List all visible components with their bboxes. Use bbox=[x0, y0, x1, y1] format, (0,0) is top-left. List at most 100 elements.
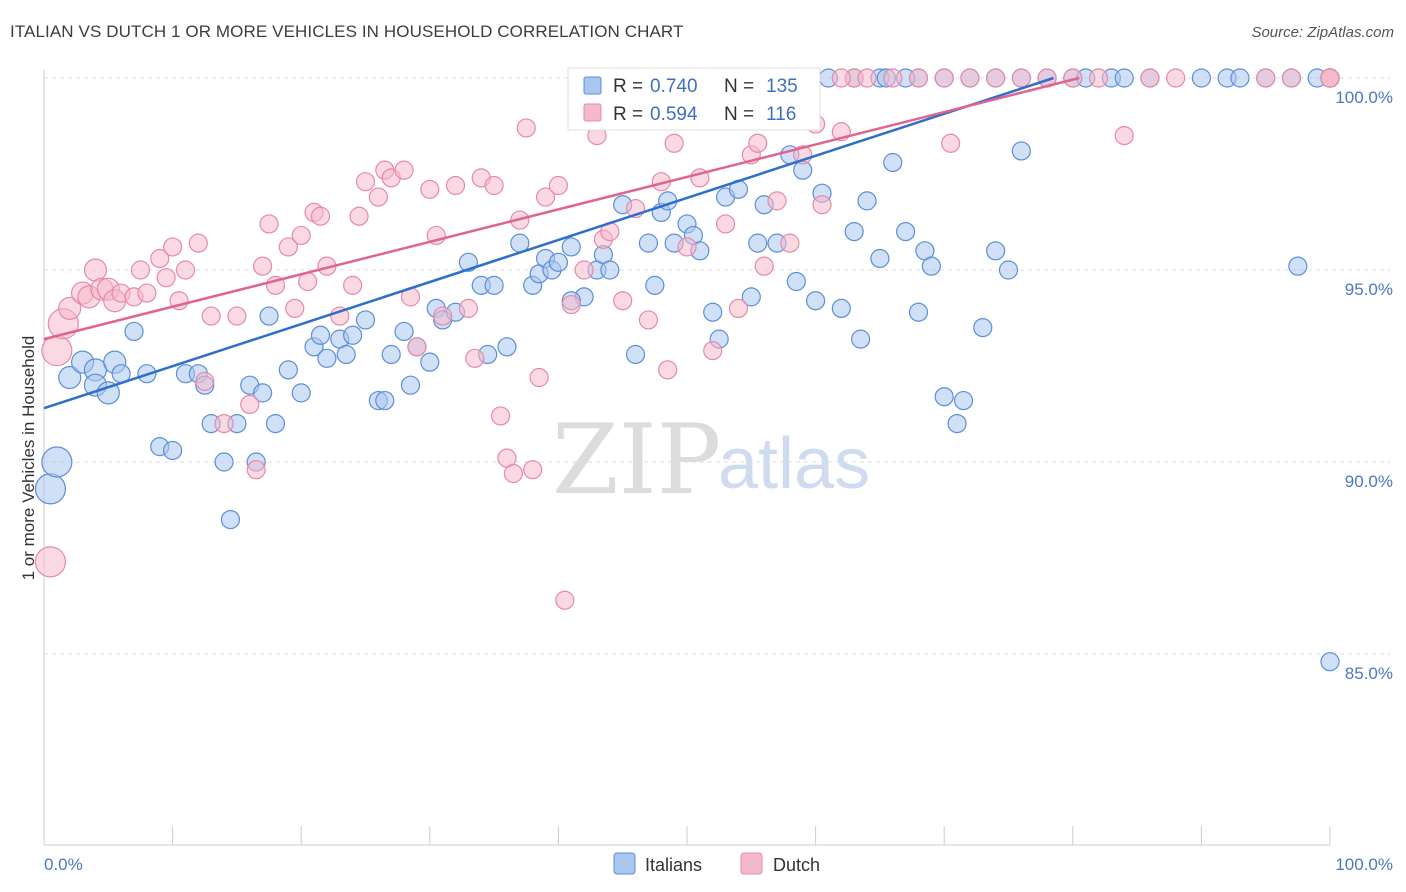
dutch-point-60 bbox=[529, 367, 549, 388]
dutch-point-99 bbox=[1088, 68, 1109, 88]
dutch-point-27 bbox=[259, 214, 279, 234]
italians-point-17 bbox=[214, 452, 234, 472]
italians-point-121 bbox=[1320, 652, 1340, 672]
y-axis-label: 1 or more Vehicles in Household bbox=[19, 336, 38, 581]
x-tick-label-min: 0.0% bbox=[44, 855, 83, 874]
dutch-point-39 bbox=[355, 172, 376, 192]
dutch-point-36 bbox=[330, 306, 350, 326]
italians-point-108 bbox=[1230, 68, 1250, 88]
dutch-point-51 bbox=[465, 348, 485, 368]
y-tick-label-90: 90.0% bbox=[1345, 472, 1393, 491]
italians-point-83 bbox=[831, 298, 851, 318]
italians-point-99 bbox=[1011, 141, 1031, 161]
y-tick-label-85: 85.0% bbox=[1345, 664, 1393, 683]
dutch-point-104 bbox=[1281, 68, 1302, 88]
italians-point-18 bbox=[220, 509, 241, 530]
italians-point-59 bbox=[600, 260, 620, 280]
dutch-point-45 bbox=[407, 337, 427, 357]
legend-box bbox=[567, 67, 821, 131]
dutch-point-64 bbox=[561, 294, 581, 315]
italians-point-26 bbox=[291, 383, 311, 403]
dutch-point-50 bbox=[458, 298, 478, 318]
dutch-point-116 bbox=[941, 133, 961, 153]
italians-point-1 bbox=[41, 446, 73, 478]
dutch-point-96 bbox=[1011, 68, 1031, 88]
dutch-point-59 bbox=[523, 460, 543, 480]
italians-point-35 bbox=[375, 390, 395, 411]
dutch-point-87 bbox=[812, 195, 832, 215]
italians-point-29 bbox=[317, 348, 337, 368]
italians-point-55 bbox=[561, 237, 581, 257]
dutch-point-13 bbox=[137, 283, 157, 303]
legend-dutch-n-label: N = bbox=[724, 104, 754, 125]
italians-point-24 bbox=[265, 414, 286, 434]
italians-point-96 bbox=[973, 318, 993, 338]
dutch-point-65 bbox=[574, 260, 594, 280]
dutch-point-18 bbox=[175, 260, 196, 280]
italians-point-2 bbox=[58, 365, 82, 390]
italians-point-106 bbox=[1191, 68, 1212, 88]
source-text: Source: ZipAtlas.com bbox=[1251, 24, 1394, 41]
bottom-legend-dutch: Dutch bbox=[773, 855, 820, 875]
dutch-point-81 bbox=[748, 133, 768, 153]
dutch-point-58 bbox=[516, 118, 536, 138]
bottom-legend-swatch-dutch bbox=[740, 852, 763, 875]
watermark-atlas: atlas bbox=[718, 424, 870, 504]
dutch-point-53 bbox=[484, 175, 504, 196]
italians-point-85 bbox=[851, 329, 871, 349]
bottom-legend-swatch-italians bbox=[613, 852, 636, 875]
dutch-point-110 bbox=[1320, 68, 1340, 88]
dutch-point-29 bbox=[278, 237, 298, 257]
dutch-point-98 bbox=[1063, 68, 1083, 88]
italians-point-28 bbox=[310, 325, 331, 345]
dutch-point-24 bbox=[240, 394, 260, 414]
italians-point-36 bbox=[381, 344, 401, 365]
italians-point-88 bbox=[883, 152, 903, 173]
italians-points bbox=[34, 68, 1340, 672]
dutch-point-14 bbox=[150, 248, 170, 269]
italians-point-74 bbox=[741, 287, 761, 307]
dutch-point-0 bbox=[34, 546, 67, 578]
dutch-point-19 bbox=[188, 233, 208, 253]
legend-italians-r-value: 0.740 bbox=[650, 76, 698, 97]
italians-point-31 bbox=[336, 344, 356, 365]
watermark-zip: ZIP bbox=[552, 404, 721, 516]
italians-point-63 bbox=[645, 275, 665, 295]
legend-italians-n-label: N = bbox=[724, 76, 754, 97]
dutch-point-77 bbox=[703, 341, 723, 361]
italians-point-48 bbox=[497, 337, 517, 357]
dutch-point-71 bbox=[638, 310, 659, 330]
legend-italians-r-label: R = bbox=[613, 76, 643, 97]
italians-point-93 bbox=[934, 387, 954, 407]
legend-italians-n-value: 135 bbox=[766, 76, 798, 97]
dutch-point-92 bbox=[908, 68, 929, 88]
dutch-point-38 bbox=[349, 206, 369, 226]
italians-point-86 bbox=[857, 191, 877, 211]
dutch-trend-line bbox=[43, 76, 1080, 341]
watermark: ZIP atlas bbox=[552, 404, 870, 516]
dutch-point-82 bbox=[754, 256, 774, 276]
italians-point-0 bbox=[34, 473, 67, 505]
italians-point-104 bbox=[1114, 68, 1134, 88]
x-tick-label-max: 100.0% bbox=[1335, 855, 1393, 874]
dutch-point-22 bbox=[214, 414, 234, 434]
italians-point-75 bbox=[748, 233, 768, 253]
dutch-point-49 bbox=[445, 175, 466, 196]
italians-trend-line bbox=[43, 76, 1054, 410]
italians-point-61 bbox=[625, 344, 646, 365]
grid-lines bbox=[44, 77, 1390, 655]
dutch-point-46 bbox=[420, 179, 440, 199]
italians-point-22 bbox=[253, 383, 273, 403]
dutch-point-100 bbox=[1114, 126, 1134, 146]
italians-point-81 bbox=[805, 291, 826, 311]
dutch-point-31 bbox=[291, 225, 311, 246]
dutch-point-56 bbox=[503, 463, 523, 484]
italians-point-47 bbox=[484, 275, 504, 295]
italians-point-33 bbox=[355, 310, 376, 330]
dutch-point-79 bbox=[728, 298, 749, 318]
dutch-point-69 bbox=[613, 291, 633, 311]
italians-point-89 bbox=[896, 222, 916, 242]
dutch-point-25 bbox=[246, 460, 266, 480]
dutch-point-3 bbox=[58, 296, 82, 320]
